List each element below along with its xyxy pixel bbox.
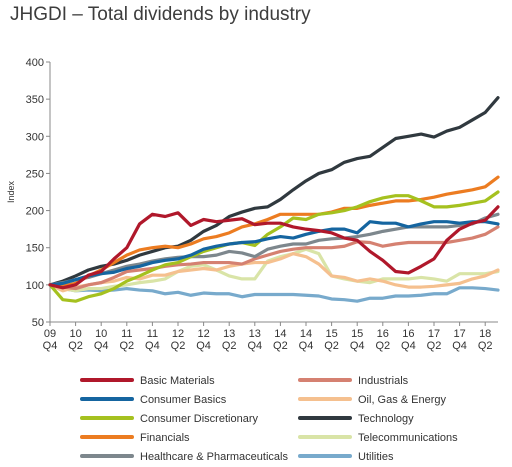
legend-label-oil-gas-energy: Oil, Gas & Energy (358, 394, 447, 406)
x-tick-year: 17 (428, 328, 440, 340)
legend-label-consumer-discretionary: Consumer Discretionary (140, 413, 258, 425)
series-line-technology (48, 96, 500, 287)
x-tick-year: 11 (147, 328, 158, 340)
x-tick-year: 14 (300, 328, 312, 340)
x-tick-quarter: Q4 (401, 340, 416, 352)
x-tick-year: 15 (325, 328, 337, 340)
y-tick-label: 200 (26, 206, 44, 218)
x-tick-year: 12 (197, 328, 209, 340)
y-tick-label: 350 (26, 94, 44, 106)
legend-label-telecommunications: Telecommunications (358, 432, 458, 444)
legend-label-industrials: Industrials (358, 375, 409, 387)
x-tick-year: 11 (121, 328, 132, 340)
legend: Basic Materials Consumer Basics Consumer D… (80, 375, 458, 463)
x-tick-quarter: Q4 (43, 340, 58, 352)
series-line-financials (48, 175, 500, 288)
series-line-utilities (48, 283, 500, 303)
y-tick-label: 300 (26, 131, 44, 143)
x-tick-year: 12 (172, 328, 184, 340)
x-tick-year: 18 (479, 328, 491, 340)
x-tick-quarter: Q4 (247, 340, 262, 352)
x-tick-quarter: Q2 (68, 340, 83, 352)
series-line-healthcare-pharmaceuticals (48, 212, 500, 287)
series-line-consumer-basics (48, 220, 500, 287)
x-tick-year: 17 (453, 328, 465, 340)
x-tick-quarter: Q2 (375, 340, 390, 352)
legend-label-utilities: Utilities (358, 451, 394, 463)
x-tick-year: 15 (351, 328, 363, 340)
y-tick-label: 50 (32, 317, 44, 329)
x-tick-quarter: Q4 (452, 340, 467, 352)
legend-label-consumer-basics: Consumer Basics (140, 394, 227, 406)
series-line-oil-gas-energy (48, 252, 500, 293)
x-tick-quarter: Q2 (273, 340, 288, 352)
x-tick-quarter: Q2 (119, 340, 134, 352)
legend-label-basic-materials: Basic Materials (140, 375, 215, 387)
axes: 50100150200250300350400Index09Q410Q210Q4… (6, 57, 498, 352)
y-tick-label: 400 (26, 57, 44, 69)
series-line-basic-materials (48, 205, 500, 290)
x-tick-year: 13 (223, 328, 235, 340)
series-line-industrials (48, 225, 500, 291)
y-tick-label: 150 (26, 243, 44, 255)
x-tick-quarter: Q2 (427, 340, 442, 352)
x-tick-year: 16 (402, 328, 414, 340)
y-tick-label: 250 (26, 168, 44, 180)
x-tick-quarter: Q4 (299, 340, 314, 352)
y-axis-label: Index (6, 180, 16, 203)
x-tick-quarter: Q4 (196, 340, 211, 352)
x-tick-year: 10 (69, 328, 81, 340)
x-tick-year: 16 (377, 328, 389, 340)
x-tick-year: 14 (274, 328, 286, 340)
chart-title: JHGDI – Total dividends by industry (10, 4, 311, 25)
x-tick-year: 10 (95, 328, 107, 340)
x-tick-quarter: Q4 (145, 340, 160, 352)
x-tick-quarter: Q2 (171, 340, 186, 352)
x-tick-year: 13 (249, 328, 261, 340)
x-tick-quarter: Q2 (222, 340, 237, 352)
x-tick-quarter: Q4 (94, 340, 109, 352)
x-tick-quarter: Q4 (350, 340, 365, 352)
legend-label-financials: Financials (140, 432, 190, 444)
legend-label-healthcare-pharmaceuticals: Healthcare & Pharmaceuticals (140, 451, 288, 463)
series-line-telecommunications (48, 247, 500, 293)
x-tick-quarter: Q2 (324, 340, 339, 352)
x-tick-quarter: Q2 (478, 340, 493, 352)
series-lines (48, 96, 500, 303)
series-line-consumer-discretionary (48, 190, 500, 303)
y-tick-label: 100 (26, 280, 44, 292)
legend-label-technology: Technology (358, 413, 414, 425)
x-tick-year: 09 (44, 328, 56, 340)
